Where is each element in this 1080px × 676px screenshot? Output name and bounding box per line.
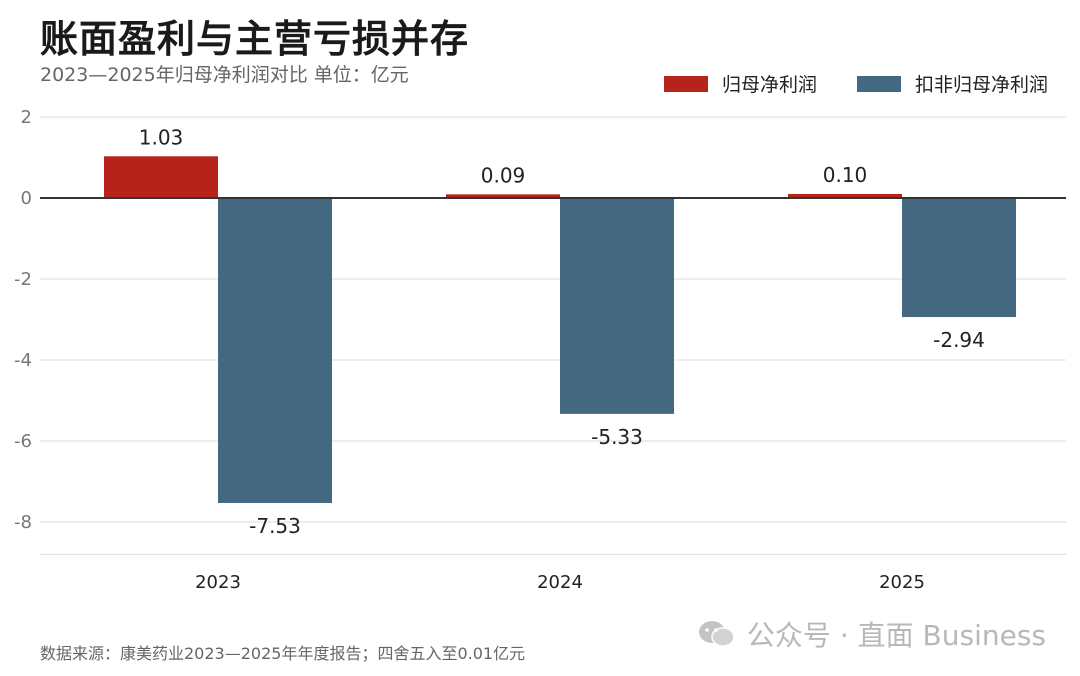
legend-label-series1: 归母净利润 [721, 74, 817, 96]
source-note: 数据来源：康美药业2023—2025年年度报告；四舍五入至0.01亿元 [40, 644, 526, 663]
bar-series1-2024 [446, 194, 560, 198]
x-tick-label: 2025 [879, 572, 925, 593]
x-tick-label: 2024 [537, 572, 583, 593]
y-tick-label: 2 [21, 107, 32, 128]
legend-item-series2: 扣非归母净利润 [856, 70, 1048, 97]
data-label: 1.03 [139, 125, 184, 149]
wechat-icon [698, 621, 735, 647]
chart-subtitle: 2023—2025年归母净利润对比 单位：亿元 [40, 64, 409, 86]
y-tick-label: -8 [14, 512, 32, 533]
x-tick-label: 2023 [195, 572, 241, 593]
bar-series2-2024 [560, 198, 674, 414]
bar-series1-2025 [788, 193, 902, 198]
bar-series2-2025 [902, 198, 1016, 318]
y-tick-label: -2 [14, 269, 32, 290]
chart-title: 账面盈利与主营亏损并存 [40, 17, 470, 61]
data-label: -2.94 [933, 328, 985, 352]
y-tick-label: 0 [21, 188, 32, 209]
y-tick-label: -4 [14, 350, 32, 371]
bar-series1-2023 [104, 156, 218, 198]
data-label: 0.09 [481, 163, 526, 187]
data-label: 0.10 [823, 163, 868, 187]
bar-series2-2023 [218, 198, 332, 503]
watermark: 公众号 · 直面 Business [697, 614, 1046, 654]
data-label: -7.53 [249, 514, 301, 538]
legend-swatch-series2 [856, 75, 901, 92]
data-label: -5.33 [591, 425, 643, 449]
watermark-text: 公众号 · 直面 Business [746, 619, 1046, 652]
legend-label-series2: 扣非归母净利润 [914, 74, 1048, 96]
y-tick-label: -6 [14, 431, 32, 452]
legend: 归母净利润 扣非归母净利润 [663, 70, 1048, 97]
legend-swatch-series1 [663, 75, 708, 92]
legend-item-series1: 归母净利润 [663, 70, 817, 97]
